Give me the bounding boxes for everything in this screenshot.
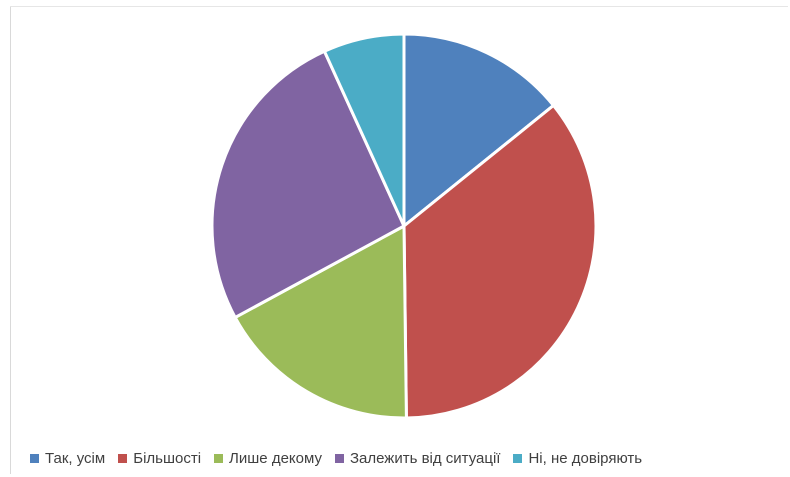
legend-swatch xyxy=(513,453,523,463)
chart-legend: Так, усім Більшості Лише декому Залежить ві… xyxy=(30,446,790,470)
pie-slice-3 xyxy=(233,224,408,420)
legend-label: Ні, не довіряють xyxy=(528,449,643,467)
pie-slice-2 xyxy=(402,103,598,420)
legend-label: Так, усім xyxy=(45,449,106,467)
legend-item-3: Лише декому xyxy=(214,450,322,467)
legend-item-2: Більшості xyxy=(118,450,201,467)
chart-border-left xyxy=(10,6,11,474)
legend-label: Залежить від ситуації xyxy=(349,449,501,467)
pie-slice-1 xyxy=(402,32,555,228)
legend-swatch xyxy=(30,453,39,463)
legend-swatch xyxy=(118,453,128,463)
pie-slice-5 xyxy=(322,32,406,228)
legend-label: Лише декому xyxy=(229,449,322,467)
legend-swatch xyxy=(334,453,344,463)
legend-label: Більшості xyxy=(133,449,202,467)
pie-slice-4 xyxy=(210,49,406,319)
legend-item-4: Залежить від ситуації xyxy=(334,449,501,467)
chart-border-top xyxy=(10,6,788,7)
legend-item-1: Так, усім xyxy=(30,450,105,467)
legend-swatch xyxy=(214,453,224,463)
legend-item-5: Ні, не довіряють xyxy=(513,450,642,467)
